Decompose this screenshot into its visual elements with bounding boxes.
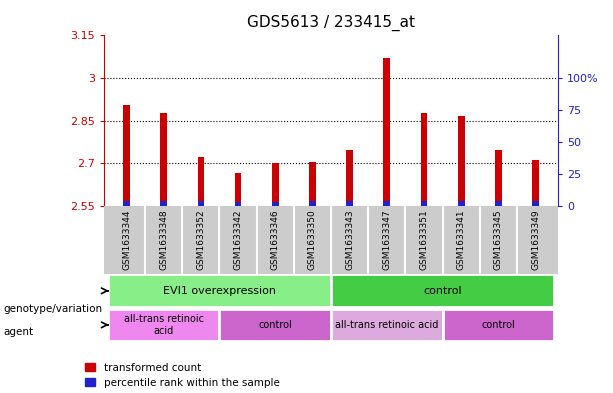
Text: GSM1633347: GSM1633347 (383, 209, 391, 270)
Text: GSM1633352: GSM1633352 (196, 209, 205, 270)
Text: GSM1633350: GSM1633350 (308, 209, 317, 270)
Text: all-trans retinoic
acid: all-trans retinoic acid (124, 314, 204, 336)
Bar (384, 200, 390, 206)
Text: GSM1633341: GSM1633341 (457, 209, 466, 270)
Bar (458, 116, 465, 206)
Bar (108, 274, 331, 307)
Bar (495, 201, 501, 206)
Bar (161, 114, 167, 206)
Bar (532, 160, 539, 206)
Bar (331, 274, 554, 307)
Text: GSM1633342: GSM1633342 (234, 209, 243, 270)
Bar (197, 158, 204, 206)
Bar (331, 309, 443, 341)
Bar (123, 200, 130, 206)
Bar (309, 202, 316, 206)
Bar (384, 58, 390, 206)
Bar (235, 173, 242, 206)
Bar (421, 201, 427, 206)
Legend: transformed count, percentile rank within the sample: transformed count, percentile rank withi… (85, 363, 280, 388)
Text: GSM1633348: GSM1633348 (159, 209, 168, 270)
Text: control: control (423, 286, 462, 296)
Bar (532, 201, 539, 206)
Bar (309, 162, 316, 206)
Bar (123, 105, 130, 206)
Bar (235, 202, 242, 206)
Text: GSM1633344: GSM1633344 (122, 209, 131, 270)
Text: GSM1633343: GSM1633343 (345, 209, 354, 270)
Bar (272, 163, 278, 206)
Title: GDS5613 / 233415_at: GDS5613 / 233415_at (247, 15, 415, 31)
Text: control: control (481, 320, 515, 330)
Text: control: control (258, 320, 292, 330)
Bar (272, 202, 278, 206)
Bar (443, 309, 554, 341)
Bar (346, 201, 353, 206)
Bar (108, 309, 219, 341)
Text: GSM1633345: GSM1633345 (494, 209, 503, 270)
Text: agent: agent (3, 327, 33, 337)
Text: EVI1 overexpression: EVI1 overexpression (163, 286, 276, 296)
Text: all-trans retinoic acid: all-trans retinoic acid (335, 320, 438, 330)
Bar (197, 201, 204, 206)
Bar (219, 309, 331, 341)
Bar (458, 201, 465, 206)
Text: genotype/variation: genotype/variation (3, 303, 102, 314)
Bar (346, 150, 353, 206)
Bar (161, 200, 167, 206)
Bar (421, 114, 427, 206)
Bar (495, 150, 501, 206)
Text: GSM1633346: GSM1633346 (271, 209, 280, 270)
Text: GSM1633351: GSM1633351 (419, 209, 428, 270)
Text: GSM1633349: GSM1633349 (531, 209, 540, 270)
